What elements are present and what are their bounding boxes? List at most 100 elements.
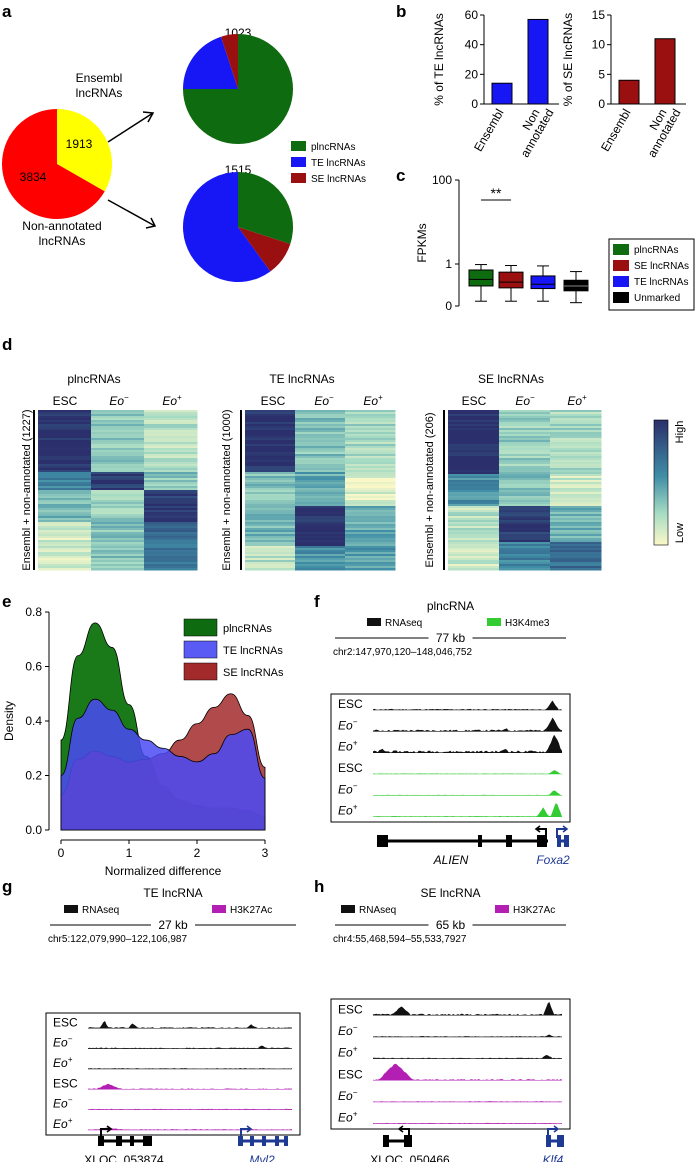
heatmap-cell	[91, 442, 145, 445]
heatmap-cell	[345, 524, 396, 527]
heatmap-cell	[38, 440, 92, 443]
heatmap-cell	[91, 432, 145, 435]
heatmap-cell	[499, 514, 551, 517]
heatmap-cell	[38, 528, 92, 531]
heatmap-cell	[38, 424, 92, 427]
heatmap-cell	[144, 444, 198, 447]
heatmap-cell	[550, 514, 602, 517]
heatmap-cell	[144, 466, 198, 469]
heatmap-cell	[245, 534, 296, 537]
c-ytick-label: 1	[445, 257, 452, 271]
heatmap-cell	[499, 534, 551, 537]
heatmap-cell	[144, 538, 198, 541]
heatmap-cell	[345, 526, 396, 529]
heatmap-cell	[38, 430, 92, 433]
heatmap-cell	[144, 558, 198, 561]
heatmap-cell	[550, 490, 602, 493]
heatmap-cell	[38, 444, 92, 447]
col-esc-2: ESC	[261, 394, 286, 408]
heatmap-cell	[550, 510, 602, 513]
heatmap-cell	[91, 502, 145, 505]
heatmap-cell	[144, 426, 198, 429]
heatmap-cell	[91, 428, 145, 431]
heatmap-cell	[448, 472, 500, 475]
heatmap-cell	[295, 500, 346, 503]
heatmap-cell	[345, 474, 396, 477]
heatmap-cell	[91, 434, 145, 437]
heatmap-cell	[91, 488, 145, 491]
heatmap-cell	[295, 454, 346, 457]
heatmap-cell	[499, 532, 551, 535]
heatmap-cell	[144, 468, 198, 471]
heatmap-cell	[38, 514, 92, 517]
heatmap-cell	[91, 486, 145, 489]
heatmap-cell	[499, 424, 551, 427]
trackH-legend-rnaseq-swatch	[341, 905, 355, 913]
heatmap-cell	[91, 414, 145, 417]
heatmap-cell	[345, 510, 396, 513]
trackG-scale: 27 kb	[158, 918, 188, 932]
legend-se: SE lncRNAs	[311, 174, 366, 185]
heatmap-cell	[345, 442, 396, 445]
e-ytick-label: 0.6	[25, 660, 42, 674]
heatmap-cell	[245, 522, 296, 525]
c-significance-label: **	[491, 185, 502, 201]
heatmap-cell	[345, 418, 396, 421]
heatmap-cell	[38, 446, 92, 449]
heatmap-cell	[38, 520, 92, 523]
heatmap-cell	[295, 502, 346, 505]
heatmap-cell	[245, 482, 296, 485]
heatmap-cell	[295, 414, 346, 417]
heatmap-cell	[91, 478, 145, 481]
heatmap-cell	[448, 454, 500, 457]
heatmap-cell	[550, 444, 602, 447]
heatmap-cell	[345, 416, 396, 419]
trackH-row-label: ESC	[338, 1067, 363, 1081]
b-te-ytick-label: 0	[471, 97, 478, 111]
heatmap-cell	[499, 522, 551, 525]
heatmap-cell	[550, 484, 602, 487]
trackF-row-label: ESC	[338, 761, 363, 775]
heatmap-cell	[91, 438, 145, 441]
trackH-row-label: Eo−	[338, 1088, 358, 1103]
trackH-track-signal	[373, 1122, 562, 1124]
heatmap-cell	[91, 520, 145, 523]
heatmap-cell	[91, 514, 145, 517]
heatmap-cell	[550, 426, 602, 429]
heatmap-cell	[144, 532, 198, 535]
heatmap-cell	[144, 516, 198, 519]
bottom-pie-slice-se	[238, 227, 291, 272]
heatmap-cell	[245, 438, 296, 441]
heatmap-cell	[499, 504, 551, 507]
heatmap-cell	[345, 480, 396, 483]
heatmap-cell	[245, 452, 296, 455]
heatmap-cell	[38, 410, 92, 413]
trackG-title: TE lncRNA	[143, 886, 202, 900]
heatmap-cell	[345, 560, 396, 563]
heatmap-cell	[245, 444, 296, 447]
heatmap-cell	[345, 556, 396, 559]
heatmap-cell	[295, 462, 346, 465]
heatmap-cell	[550, 528, 602, 531]
trackH-scale: 65 kb	[436, 918, 466, 932]
heatmap-cell	[295, 458, 346, 461]
heatmap-cell	[245, 464, 296, 467]
heatmap-cell	[550, 502, 602, 505]
heatmap-cell	[550, 430, 602, 433]
trackG-row-label: ESC	[53, 1076, 78, 1090]
heatmap-cell	[144, 504, 198, 507]
trackG-legend-mark-swatch	[212, 905, 226, 913]
trackH-gene-exon	[546, 1135, 551, 1147]
heatmap-cell	[144, 454, 198, 457]
panel-h-tracks: SE lncRNA RNAseq H3K27Ac 65 kb chr4:55,468,5…	[330, 886, 571, 1162]
heatmap-cell	[91, 510, 145, 513]
heatmap-cell	[91, 454, 145, 457]
heatmap-cell	[245, 436, 296, 439]
heatmap-cell	[345, 500, 396, 503]
heatmap-cell	[448, 564, 500, 567]
heatmap-cell	[245, 544, 296, 547]
heatmap-cell	[499, 440, 551, 443]
heatmap-cell	[499, 564, 551, 567]
top-pie	[183, 34, 293, 144]
b-se-ytick-label: 0	[598, 97, 605, 111]
